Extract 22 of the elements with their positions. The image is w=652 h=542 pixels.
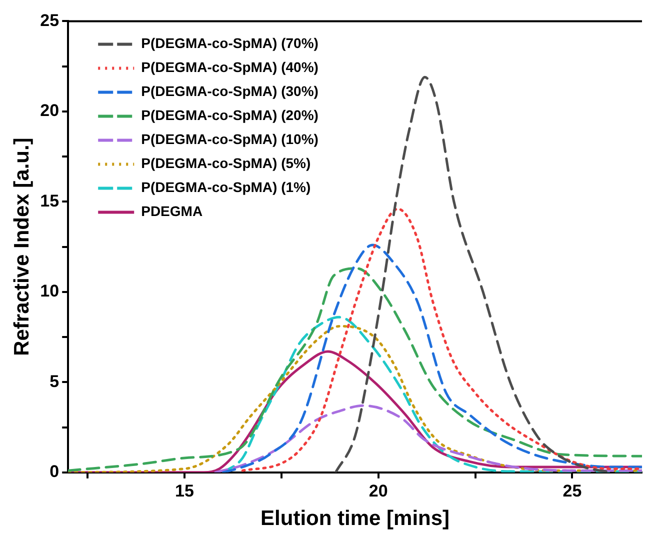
legend-label: P(DEGMA-co-SpMA) (20%) [141,107,318,124]
x-axis-title: Elution time [mins] [260,507,450,530]
legend-label: P(DEGMA-co-SpMA) (30%) [141,83,318,100]
legend-label: P(DEGMA-co-SpMA) (10%) [141,131,318,148]
y-tick-label: 10 [40,282,60,301]
y-tick-label: 15 [40,191,60,210]
y-tick-label: 25 [40,10,60,30]
legend-label: P(DEGMA-co-SpMA) (40%) [141,59,318,76]
y-axis-title: Refractive Index [a.u.] [10,138,34,356]
line-series [222,244,642,472]
y-tick-label: 20 [40,101,60,120]
x-tick-label: 25 [562,481,582,500]
legend-label: P(DEGMA-co-SpMA) (70%) [141,35,318,52]
x-tick-label: 20 [368,481,388,500]
y-tick-label: 5 [50,372,60,391]
legend-label: P(DEGMA-co-SpMA) (5%) [141,155,311,172]
x-tick-label: 15 [174,481,194,500]
line-series [214,404,642,472]
line-series [241,208,642,472]
y-tick-label: 0 [50,462,60,482]
legend-label: P(DEGMA-co-SpMA) (1%) [141,179,311,196]
legend-label: PDEGMA [141,203,203,220]
